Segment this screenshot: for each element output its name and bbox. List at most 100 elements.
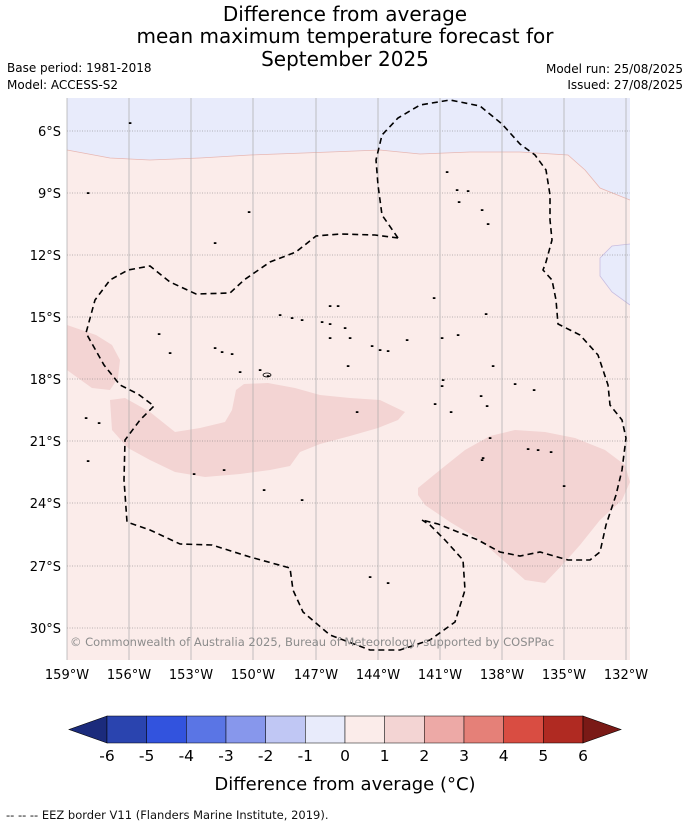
island-marker bbox=[336, 305, 340, 307]
map-title-line-1: Difference from average bbox=[222, 2, 468, 26]
island-marker bbox=[386, 350, 390, 352]
island-marker bbox=[328, 305, 332, 307]
island-marker bbox=[320, 321, 324, 323]
model-label: Model: ACCESS-S2 bbox=[7, 78, 119, 92]
island-marker bbox=[536, 449, 540, 451]
longitude-label: 138°W bbox=[480, 668, 524, 683]
eez-border bbox=[85, 99, 627, 651]
island-marker bbox=[213, 242, 217, 244]
anomaly-band-minus1-to-0-east bbox=[600, 244, 630, 305]
island-marker bbox=[484, 313, 488, 315]
anomaly-band-minus1-to-0-north bbox=[67, 98, 630, 200]
colorbar-tick-label: 2 bbox=[419, 747, 429, 765]
colorbar-tick-label: -5 bbox=[139, 747, 154, 765]
island-marker bbox=[262, 372, 272, 378]
island-marker bbox=[488, 437, 492, 439]
island-marker bbox=[486, 223, 490, 225]
island-marker bbox=[84, 417, 88, 419]
colorbar-segment bbox=[424, 715, 465, 744]
longitude-label: 153°W bbox=[169, 668, 213, 683]
colorbar-segment bbox=[384, 715, 425, 744]
anomaly-band-1-to-2-central bbox=[110, 383, 405, 477]
island-marker bbox=[405, 339, 409, 341]
colorbar-tick-label: 5 bbox=[538, 747, 548, 765]
latitude-label: 24°S bbox=[30, 497, 61, 512]
longitude-label: 150°W bbox=[231, 668, 275, 683]
latitude-label: 12°S bbox=[30, 249, 61, 264]
island-marker bbox=[526, 448, 530, 450]
island-marker bbox=[220, 351, 224, 353]
colorbar-title: Difference from average (°C) bbox=[214, 774, 475, 795]
latitude-label: 21°S bbox=[30, 435, 61, 450]
island-marker bbox=[445, 171, 449, 173]
island-outlines bbox=[84, 122, 566, 584]
island-marker bbox=[266, 375, 270, 377]
colorbar-segment bbox=[265, 715, 306, 744]
island-marker bbox=[258, 369, 262, 371]
island-marker bbox=[491, 365, 495, 367]
island-marker bbox=[455, 189, 459, 191]
longitude-label: 159°W bbox=[45, 668, 89, 683]
copyright-notice: © Commonwealth of Australia 2025, Bureau… bbox=[70, 635, 554, 649]
island-marker bbox=[480, 209, 484, 211]
island-marker bbox=[479, 395, 483, 397]
colorbar-over-arrow bbox=[582, 715, 622, 744]
island-marker bbox=[480, 459, 484, 461]
island-marker bbox=[386, 582, 390, 584]
island-marker bbox=[441, 379, 445, 381]
island-marker bbox=[328, 337, 332, 339]
island-marker bbox=[355, 411, 359, 413]
colorbar-tick-label: 6 bbox=[578, 747, 588, 765]
colorbar-tick-label: 0 bbox=[340, 747, 350, 765]
colorbar-tick-label: -2 bbox=[258, 747, 273, 765]
colorbar-tick-label: 3 bbox=[459, 747, 469, 765]
island-marker bbox=[432, 297, 436, 299]
island-marker bbox=[97, 422, 101, 424]
colorbar-segment bbox=[503, 715, 544, 744]
island-marker bbox=[278, 314, 282, 316]
map-title-line-3: September 2025 bbox=[261, 47, 429, 71]
anomaly-band-1-to-2-east bbox=[418, 430, 630, 583]
colorbar-tick-label: -6 bbox=[99, 747, 114, 765]
island-marker bbox=[440, 337, 444, 339]
island-marker bbox=[238, 371, 242, 373]
longitude-label: 156°W bbox=[107, 668, 151, 683]
island-marker bbox=[456, 334, 460, 336]
colorbar-segment bbox=[543, 715, 584, 744]
base-period-label: Base period: 1981-2018 bbox=[7, 61, 152, 75]
colorbar-tick-label: 1 bbox=[380, 747, 390, 765]
island-marker bbox=[86, 192, 90, 194]
map-title-line-2: mean maximum temperature forecast for bbox=[136, 24, 554, 48]
latitude-label: 18°S bbox=[30, 373, 61, 388]
colorbar-tick-label: -1 bbox=[298, 747, 313, 765]
colorbar-tick-label: -4 bbox=[179, 747, 194, 765]
island-marker bbox=[485, 405, 489, 407]
graticule bbox=[66, 98, 630, 660]
island-marker bbox=[230, 353, 234, 355]
island-marker bbox=[157, 333, 161, 335]
island-marker bbox=[247, 211, 251, 213]
island-marker bbox=[128, 122, 132, 124]
island-marker bbox=[300, 319, 304, 321]
colorbar-segment bbox=[463, 715, 504, 744]
island-marker bbox=[213, 347, 217, 349]
island-marker bbox=[328, 323, 332, 325]
longitude-label: 132°W bbox=[604, 668, 648, 683]
latitude-label: 9°S bbox=[38, 187, 61, 202]
island-marker bbox=[481, 457, 485, 459]
model-run-label: Model run: 25/08/2025 bbox=[545, 62, 683, 76]
island-marker bbox=[449, 411, 453, 413]
latitude-label: 15°S bbox=[30, 311, 61, 326]
island-marker bbox=[370, 345, 374, 347]
island-marker bbox=[368, 576, 372, 578]
island-marker bbox=[86, 460, 90, 462]
island-marker bbox=[168, 352, 172, 354]
colorbar-segment bbox=[146, 715, 187, 744]
colorbar-segment bbox=[106, 715, 147, 744]
island-marker bbox=[343, 327, 347, 329]
colorbar-tick-label: -3 bbox=[218, 747, 233, 765]
island-marker bbox=[440, 385, 444, 387]
colorbar-tick-label: 4 bbox=[499, 747, 509, 765]
colorbar-segment bbox=[344, 715, 385, 744]
forecast-map: © Commonwealth of Australia 2025, Bureau… bbox=[30, 98, 648, 795]
